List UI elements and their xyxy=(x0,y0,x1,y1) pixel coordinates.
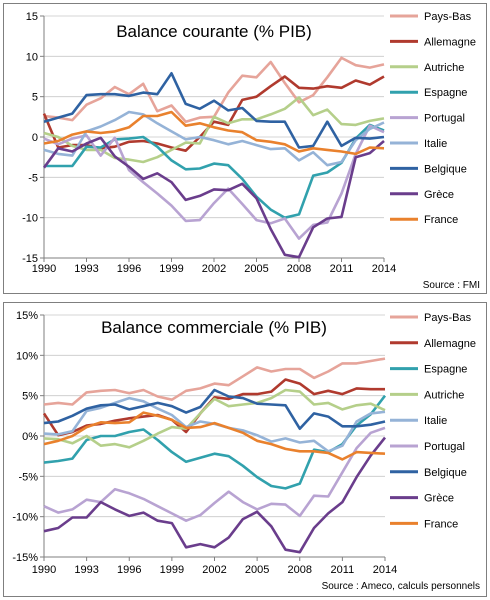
trade-balance-chart-title: Balance commerciale (% PIB) xyxy=(101,318,327,337)
trade-balance-legend-label-espagne: Espagne xyxy=(424,364,467,376)
current-account-x-tick-label: 1996 xyxy=(117,263,141,275)
trade-balance-legend-label-italie: Italie xyxy=(424,415,447,427)
trade-balance-x-tick-label: 1993 xyxy=(74,564,98,576)
trade-balance-x-tick-label: 1990 xyxy=(32,564,56,576)
trade-balance-y-tick-label: -10% xyxy=(12,512,38,524)
trade-balance-y-tick-label: 5% xyxy=(22,391,38,403)
current-account-y-tick-label: -10 xyxy=(22,213,38,225)
current-account-series-line-pays-bas xyxy=(43,56,385,123)
current-account-chart-title: Balance courante (% PIB) xyxy=(116,22,312,41)
current-account-x-tick-label: 2005 xyxy=(244,263,268,275)
current-account-legend-label-espagne: Espagne xyxy=(424,87,467,99)
trade-balance-source: Source : Ameco, calculs personnels xyxy=(322,581,480,592)
current-account-y-tick-label: 15 xyxy=(26,11,38,23)
trade-balance-series-line-belgique xyxy=(43,388,386,430)
current-account-series-line-belgique xyxy=(43,72,385,149)
trade-balance-series-line-france xyxy=(43,411,386,461)
trade-balance-x-tick-label: 2005 xyxy=(245,564,269,576)
current-account-x-tick-label: 1990 xyxy=(32,263,56,275)
trade-balance-legend-label-autriche: Autriche xyxy=(424,389,464,401)
current-account-series-line-autriche xyxy=(43,96,385,164)
trade-balance-legend-label-portugal: Portugal xyxy=(424,441,465,453)
trade-balance-legend-label-grece: Grèce xyxy=(424,493,454,505)
trade-balance-legend-label-pays-bas: Pays-Bas xyxy=(424,312,472,324)
current-account-legend-label-italie: Italie xyxy=(424,138,447,150)
current-account-x-tick-label: 2002 xyxy=(202,263,226,275)
trade-balance-legend-label-france: France xyxy=(424,518,458,530)
trade-balance-x-tick-label: 2008 xyxy=(288,564,312,576)
current-account-series-line-france xyxy=(43,110,385,156)
current-account-legend-label-grece: Grèce xyxy=(424,189,454,201)
current-account-source: Source : FMI xyxy=(423,280,480,291)
current-account-legend-label-france: France xyxy=(424,214,458,226)
trade-balance-series-line-allemagne xyxy=(42,378,385,437)
current-account-x-tick-label: 2011 xyxy=(330,263,354,275)
current-account-legend-label-autriche: Autriche xyxy=(424,62,464,74)
current-account-series-line-italie xyxy=(43,110,385,167)
trade-balance-series-line-autriche xyxy=(43,388,386,449)
current-account-legend-label-allemagne: Allemagne xyxy=(424,36,476,48)
current-account-y-tick-label: 5 xyxy=(32,92,38,104)
trade-balance-y-tick-label: 0% xyxy=(22,431,38,443)
current-account-chart-panel: -15 -10 -5 0 5 10 15 1990 1993 1996 1999 2002 2005 20… xyxy=(3,3,487,294)
current-account-x-tick-label: 2014 xyxy=(372,263,396,275)
trade-balance-x-tick-label: 1999 xyxy=(160,564,184,576)
current-account-x-tick-label: 1993 xyxy=(74,263,98,275)
current-account-series-line-portugal xyxy=(43,124,385,240)
current-account-chart: -15 -10 -5 0 5 10 15 1990 1993 1996 1999 2002 2005 20… xyxy=(22,11,480,291)
current-account-legend-label-belgique: Belgique xyxy=(424,163,467,175)
current-account-y-tick-label: -15 xyxy=(22,253,38,265)
current-account-series-line-grece xyxy=(42,136,385,259)
current-account-y-tick-label: 0 xyxy=(32,132,38,144)
current-account-legend-label-pays-bas: Pays-Bas xyxy=(424,11,472,23)
trade-balance-legend-label-allemagne: Allemagne xyxy=(424,338,476,350)
trade-balance-x-tick-label: 2002 xyxy=(202,564,226,576)
trade-balance-legend-label-belgique: Belgique xyxy=(424,467,467,479)
trade-balance-y-tick-label: 15% xyxy=(16,310,38,322)
current-account-series-line-espagne xyxy=(44,123,385,219)
trade-balance-y-tick-label: -5% xyxy=(18,471,38,483)
current-account-legend-label-portugal: Portugal xyxy=(424,113,465,125)
trade-balance-y-tick-label: -15% xyxy=(12,552,38,564)
trade-balance-series-line-grece xyxy=(43,436,387,554)
current-account-y-tick-label: -5 xyxy=(28,172,38,184)
trade-balance-y-tick-label: 10% xyxy=(16,350,38,362)
current-account-x-tick-label: 2008 xyxy=(287,263,311,275)
current-account-y-tick-label: 10 xyxy=(26,51,38,63)
trade-balance-x-tick-label: 2014 xyxy=(373,564,397,576)
trade-balance-chart-panel: -15% -10% -5% 0% 5% 10% 15% 1990 1993 1996 1999 200… xyxy=(3,302,487,597)
current-account-x-tick-label: 1999 xyxy=(159,263,183,275)
trade-balance-series-line-pays-bas xyxy=(43,357,386,406)
trade-balance-chart: -15% -10% -5% 0% 5% 10% 15% 1990 1993 1996 1999 200… xyxy=(12,310,480,592)
trade-balance-x-tick-label: 2011 xyxy=(331,564,355,576)
trade-balance-x-tick-label: 1996 xyxy=(117,564,141,576)
